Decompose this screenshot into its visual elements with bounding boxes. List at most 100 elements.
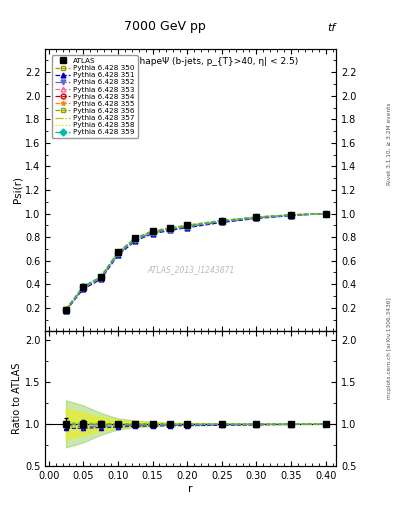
Pythia 6.428 350 bbox=[64, 306, 68, 312]
Line: Pythia 6.428 358: Pythia 6.428 358 bbox=[66, 214, 326, 309]
Pythia 6.428 351 bbox=[288, 212, 293, 219]
Pythia 6.428 358 bbox=[98, 274, 103, 280]
Pythia 6.428 353 bbox=[81, 284, 86, 290]
Pythia 6.428 355 bbox=[288, 212, 293, 218]
Pythia 6.428 353 bbox=[288, 212, 293, 218]
Pythia 6.428 357 bbox=[133, 236, 138, 242]
Pythia 6.428 358 bbox=[219, 218, 224, 224]
Line: Pythia 6.428 351: Pythia 6.428 351 bbox=[64, 211, 328, 313]
Pythia 6.428 352 bbox=[64, 307, 68, 313]
Pythia 6.428 352 bbox=[254, 215, 259, 221]
Pythia 6.428 357 bbox=[150, 228, 155, 234]
Pythia 6.428 355 bbox=[323, 210, 328, 217]
Pythia 6.428 352 bbox=[150, 230, 155, 236]
Pythia 6.428 357 bbox=[254, 214, 259, 220]
Pythia 6.428 355 bbox=[150, 229, 155, 235]
Pythia 6.428 359 bbox=[323, 210, 328, 217]
Pythia 6.428 354 bbox=[64, 307, 68, 313]
Pythia 6.428 352 bbox=[167, 227, 172, 233]
Pythia 6.428 359 bbox=[167, 226, 172, 232]
Text: tf: tf bbox=[328, 23, 336, 33]
Pythia 6.428 359 bbox=[64, 307, 68, 313]
Pythia 6.428 355 bbox=[133, 236, 138, 242]
Pythia 6.428 354 bbox=[81, 284, 86, 290]
Pythia 6.428 357 bbox=[98, 274, 103, 281]
Pythia 6.428 351 bbox=[219, 220, 224, 226]
Pythia 6.428 356 bbox=[185, 223, 189, 229]
Line: Pythia 6.428 356: Pythia 6.428 356 bbox=[64, 211, 328, 312]
Y-axis label: Psi(r): Psi(r) bbox=[12, 177, 22, 203]
Text: 7000 GeV pp: 7000 GeV pp bbox=[124, 20, 206, 33]
Pythia 6.428 350 bbox=[254, 214, 259, 220]
Pythia 6.428 357 bbox=[167, 225, 172, 231]
Line: Pythia 6.428 352: Pythia 6.428 352 bbox=[64, 211, 328, 312]
Pythia 6.428 357 bbox=[288, 212, 293, 218]
Text: mcplots.cern.ch [arXiv:1306.3436]: mcplots.cern.ch [arXiv:1306.3436] bbox=[387, 297, 391, 399]
Y-axis label: Ratio to ATLAS: Ratio to ATLAS bbox=[12, 363, 22, 434]
Line: Pythia 6.428 359: Pythia 6.428 359 bbox=[64, 211, 328, 312]
Pythia 6.428 351 bbox=[150, 231, 155, 237]
Pythia 6.428 356 bbox=[219, 218, 224, 224]
Pythia 6.428 353 bbox=[185, 223, 189, 229]
Line: Pythia 6.428 357: Pythia 6.428 357 bbox=[66, 214, 326, 309]
Pythia 6.428 355 bbox=[81, 284, 86, 290]
Pythia 6.428 351 bbox=[81, 286, 86, 292]
Pythia 6.428 350 bbox=[219, 217, 224, 223]
Pythia 6.428 354 bbox=[116, 250, 120, 256]
Pythia 6.428 350 bbox=[185, 222, 189, 228]
Pythia 6.428 355 bbox=[64, 307, 68, 313]
Pythia 6.428 354 bbox=[288, 212, 293, 218]
Pythia 6.428 350 bbox=[167, 225, 172, 231]
Pythia 6.428 352 bbox=[133, 237, 138, 243]
Pythia 6.428 358 bbox=[254, 214, 259, 220]
Pythia 6.428 354 bbox=[323, 210, 328, 217]
Pythia 6.428 358 bbox=[167, 225, 172, 231]
Pythia 6.428 351 bbox=[167, 227, 172, 233]
Text: ATLAS_2013_I1243871: ATLAS_2013_I1243871 bbox=[147, 265, 234, 273]
Pythia 6.428 351 bbox=[64, 308, 68, 314]
Pythia 6.428 350 bbox=[98, 274, 103, 280]
Pythia 6.428 357 bbox=[64, 306, 68, 312]
Pythia 6.428 358 bbox=[185, 223, 189, 229]
Pythia 6.428 355 bbox=[219, 218, 224, 224]
Pythia 6.428 355 bbox=[167, 226, 172, 232]
Pythia 6.428 358 bbox=[133, 236, 138, 242]
Pythia 6.428 356 bbox=[64, 306, 68, 312]
Pythia 6.428 356 bbox=[288, 212, 293, 218]
Pythia 6.428 354 bbox=[98, 274, 103, 281]
Pythia 6.428 351 bbox=[254, 216, 259, 222]
Pythia 6.428 353 bbox=[323, 210, 328, 217]
Pythia 6.428 356 bbox=[150, 228, 155, 234]
Pythia 6.428 350 bbox=[150, 228, 155, 234]
Line: Pythia 6.428 354: Pythia 6.428 354 bbox=[64, 211, 328, 312]
Text: Integral jet shapeΨ (b-jets, p_{T}>40, η| < 2.5): Integral jet shapeΨ (b-jets, p_{T}>40, η… bbox=[83, 57, 299, 66]
Pythia 6.428 358 bbox=[81, 284, 86, 290]
Pythia 6.428 351 bbox=[133, 238, 138, 244]
Pythia 6.428 353 bbox=[116, 250, 120, 256]
Pythia 6.428 351 bbox=[185, 225, 189, 231]
Pythia 6.428 354 bbox=[133, 236, 138, 242]
Pythia 6.428 352 bbox=[81, 285, 86, 291]
Pythia 6.428 359 bbox=[288, 212, 293, 218]
Legend: ATLAS, Pythia 6.428 350, Pythia 6.428 351, Pythia 6.428 352, Pythia 6.428 353, P: ATLAS, Pythia 6.428 350, Pythia 6.428 35… bbox=[52, 55, 138, 138]
Pythia 6.428 358 bbox=[323, 210, 328, 217]
Pythia 6.428 353 bbox=[219, 218, 224, 224]
Pythia 6.428 359 bbox=[150, 229, 155, 235]
Pythia 6.428 356 bbox=[254, 214, 259, 220]
Pythia 6.428 354 bbox=[150, 229, 155, 235]
Text: Rivet 3.1.10, ≥ 3.2M events: Rivet 3.1.10, ≥ 3.2M events bbox=[387, 102, 391, 185]
Pythia 6.428 355 bbox=[254, 214, 259, 220]
Pythia 6.428 353 bbox=[150, 229, 155, 235]
Pythia 6.428 356 bbox=[81, 284, 86, 290]
Pythia 6.428 354 bbox=[219, 218, 224, 224]
Pythia 6.428 358 bbox=[150, 228, 155, 234]
Pythia 6.428 359 bbox=[185, 223, 189, 229]
Pythia 6.428 357 bbox=[81, 284, 86, 290]
Pythia 6.428 356 bbox=[116, 250, 120, 256]
Pythia 6.428 353 bbox=[133, 236, 138, 242]
X-axis label: r: r bbox=[188, 483, 193, 494]
Pythia 6.428 359 bbox=[81, 284, 86, 290]
Pythia 6.428 354 bbox=[185, 223, 189, 229]
Pythia 6.428 353 bbox=[98, 274, 103, 281]
Pythia 6.428 354 bbox=[167, 226, 172, 232]
